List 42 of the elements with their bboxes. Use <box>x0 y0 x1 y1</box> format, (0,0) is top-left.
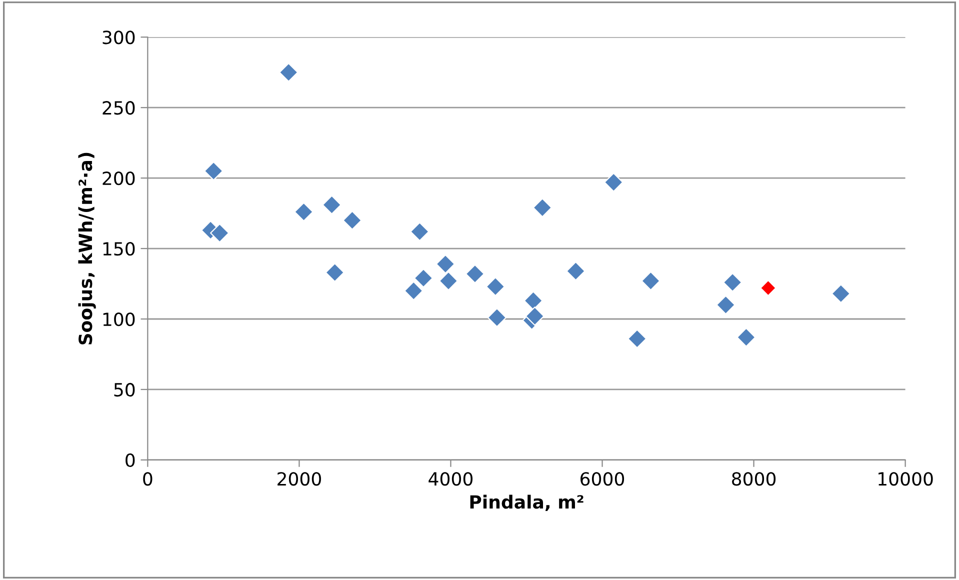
point <box>404 281 424 300</box>
point <box>566 261 586 281</box>
point <box>760 280 776 296</box>
point <box>410 222 430 242</box>
x-tick-label: 6000 <box>580 472 624 486</box>
point <box>627 329 647 348</box>
point <box>831 284 851 304</box>
y-tick-label: 300 <box>102 30 135 44</box>
y-tick-label: 0 <box>126 453 135 468</box>
x-tick-label: 10000 <box>878 472 933 486</box>
point <box>486 276 506 296</box>
point <box>278 62 298 82</box>
point <box>532 198 552 218</box>
point <box>736 328 756 347</box>
point <box>525 306 544 326</box>
point <box>524 291 543 310</box>
y-axis-title: Soojus, kWh/(m²·a) <box>78 152 96 344</box>
point <box>210 223 230 243</box>
x-tick-label: 4000 <box>428 472 473 486</box>
x-tick-label: 8000 <box>732 472 776 486</box>
point <box>204 161 224 181</box>
point <box>414 268 434 288</box>
y-tick-label: 50 <box>114 382 135 397</box>
y-tick-label: 250 <box>102 101 135 115</box>
point <box>465 264 485 284</box>
x-tick-label: 2000 <box>278 472 321 486</box>
point <box>322 195 342 214</box>
y-tick-label: 150 <box>103 242 135 256</box>
point <box>438 271 458 291</box>
y-tick-label: 100 <box>103 312 135 326</box>
x-axis-title: Pindala, m² <box>470 494 584 512</box>
point <box>716 295 736 315</box>
point <box>722 272 742 292</box>
point <box>641 271 660 291</box>
point <box>325 262 344 282</box>
x-tick-label: 0 <box>143 472 152 486</box>
y-tick-label: 200 <box>102 172 135 186</box>
point <box>604 172 624 192</box>
point <box>294 202 314 222</box>
point <box>436 254 456 274</box>
point <box>487 308 507 328</box>
point <box>342 210 362 230</box>
